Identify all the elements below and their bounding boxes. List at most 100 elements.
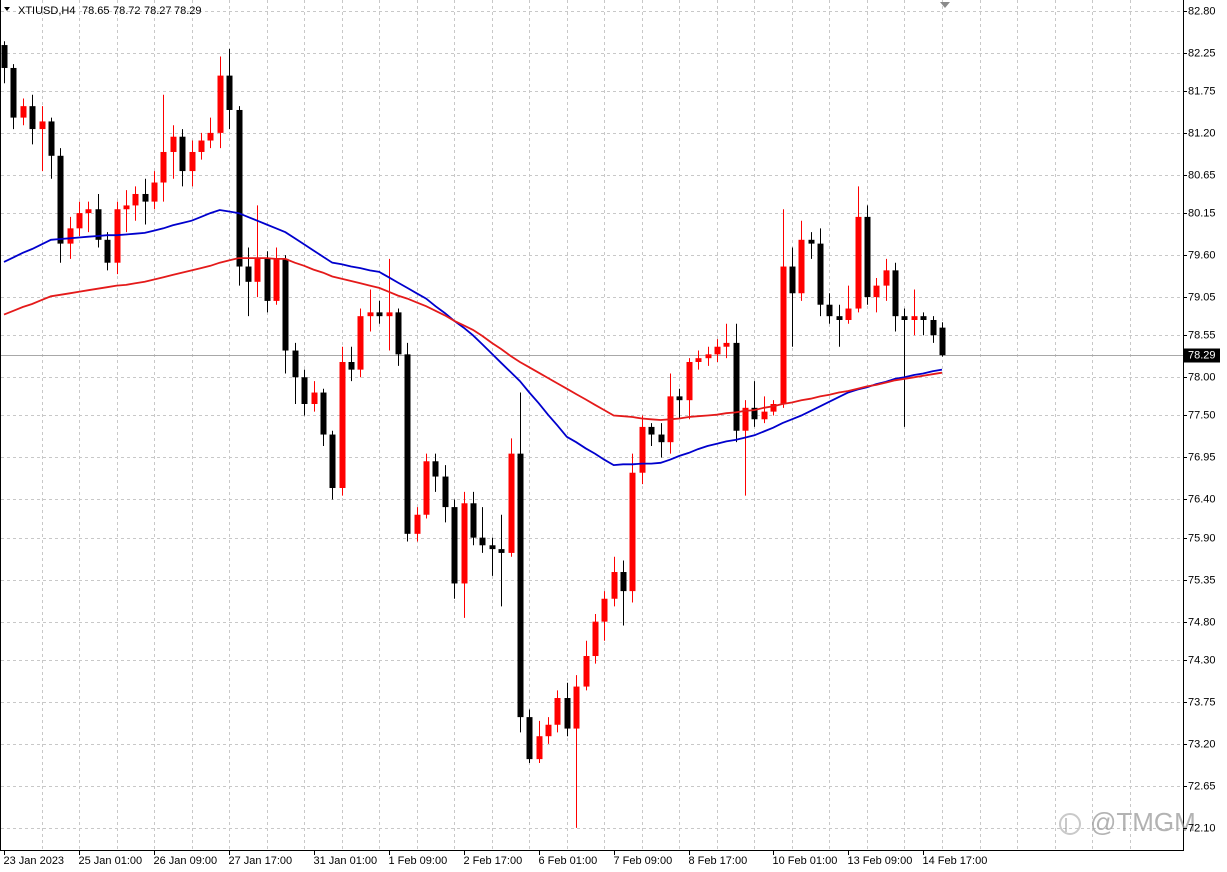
candle-body xyxy=(583,656,590,687)
candle-body xyxy=(770,403,777,412)
header-open: 78.65 xyxy=(82,5,110,17)
candle-body xyxy=(451,507,458,584)
candle-body xyxy=(498,549,505,553)
y-tick-label: 72.10 xyxy=(1188,822,1216,834)
x-tick-label: 7 Feb 09:00 xyxy=(614,855,673,867)
y-tick-label: 73.75 xyxy=(1188,696,1216,708)
candle-body xyxy=(573,686,580,729)
candle-body xyxy=(808,239,815,244)
x-tick-label: 27 Jan 17:00 xyxy=(229,855,293,867)
grid-layer xyxy=(1,0,1183,850)
x-tick-label: 13 Feb 09:00 xyxy=(848,855,913,867)
chart-title: XTIUSD,H4 xyxy=(18,5,75,17)
x-tick-label: 6 Feb 01:00 xyxy=(539,855,598,867)
candle-body xyxy=(705,354,712,359)
candle-body xyxy=(761,411,768,420)
candle-body xyxy=(789,266,796,294)
x-tick-label: 14 Feb 17:00 xyxy=(923,855,988,867)
candle-body xyxy=(536,736,543,760)
watermark: @TMGM xyxy=(1090,807,1196,837)
candle-body xyxy=(423,461,430,515)
menu-arrow xyxy=(4,7,10,11)
y-tick-label: 76.95 xyxy=(1188,451,1216,463)
candle-body xyxy=(48,121,55,156)
moving-average-line xyxy=(3,209,943,467)
candle-body xyxy=(160,151,167,183)
moving-average-line xyxy=(3,257,943,421)
candle-body xyxy=(29,106,36,130)
candle-body xyxy=(479,537,486,546)
candle-body xyxy=(845,308,852,320)
candle-body xyxy=(151,182,158,202)
candle-body xyxy=(620,572,627,592)
candle-body xyxy=(676,396,683,401)
watermark-icon xyxy=(1059,813,1081,835)
y-tick-label: 81.75 xyxy=(1188,85,1216,97)
x-tick-label: 1 Feb 09:00 xyxy=(389,855,448,867)
y-tick-label: 82.80 xyxy=(1188,5,1216,17)
candle-body xyxy=(76,213,83,229)
candle-body xyxy=(611,572,618,599)
y-tick-label: 80.65 xyxy=(1188,169,1216,181)
candle-body xyxy=(564,698,571,729)
candle-body xyxy=(264,258,271,301)
candle-body xyxy=(432,461,439,477)
candle-body xyxy=(10,67,17,118)
x-tick-label: 23 Jan 2023 xyxy=(4,855,65,867)
candle-body xyxy=(780,266,787,404)
candle-body xyxy=(911,316,918,320)
candle-body xyxy=(733,342,740,431)
candle-body xyxy=(273,258,280,301)
candle-body xyxy=(320,392,327,435)
y-tick-label: 73.20 xyxy=(1188,738,1216,750)
candle-body xyxy=(282,258,289,351)
x-tick-label: 10 Feb 01:00 xyxy=(773,855,838,867)
candle-body xyxy=(1,45,8,68)
candle-body xyxy=(189,151,196,172)
y-tick-label: 75.35 xyxy=(1188,574,1216,586)
candle-body xyxy=(95,209,102,240)
y-tick-label: 74.80 xyxy=(1188,616,1216,628)
candle-body xyxy=(658,434,665,443)
marks-layer xyxy=(1,41,946,828)
candle-body xyxy=(873,285,880,298)
current-price-label: 78.29 xyxy=(1188,349,1216,361)
candle-body xyxy=(170,136,177,152)
candle-body xyxy=(292,350,299,378)
candle-body xyxy=(132,193,139,206)
candle-body xyxy=(742,407,749,431)
candle-body xyxy=(470,503,477,538)
candle-body xyxy=(855,216,862,309)
y-tick-label: 72.65 xyxy=(1188,780,1216,792)
candle-body xyxy=(329,434,336,489)
candle-body xyxy=(339,361,346,489)
candle-body xyxy=(39,121,46,130)
candle-body xyxy=(357,316,364,370)
candle-body xyxy=(311,392,318,404)
header-low: 78.27 xyxy=(144,5,172,17)
y-tick-label: 76.40 xyxy=(1188,493,1216,505)
x-tick-label: 31 Jan 01:00 xyxy=(314,855,378,867)
candle-body xyxy=(245,266,252,282)
candle-body xyxy=(751,407,758,420)
candle-body xyxy=(461,503,468,584)
y-tick-label: 74.30 xyxy=(1188,654,1216,666)
candle-body xyxy=(629,472,636,592)
candle-body xyxy=(67,228,74,244)
candle-body xyxy=(686,361,693,401)
current-price-box xyxy=(1184,348,1220,363)
candle-body xyxy=(404,354,411,534)
x-tick-label: 2 Feb 17:00 xyxy=(464,855,523,867)
y-tick-label: 79.60 xyxy=(1188,249,1216,261)
candle-body xyxy=(442,476,449,508)
candle-body xyxy=(85,209,92,214)
y-tick-label: 78.00 xyxy=(1188,371,1216,383)
x-tick-label: 26 Jan 09:00 xyxy=(154,855,218,867)
candle-body xyxy=(217,75,224,133)
header-high: 78.72 xyxy=(113,5,141,17)
candle-body xyxy=(508,453,515,553)
candle-body xyxy=(376,312,383,317)
candle-body xyxy=(57,155,64,244)
